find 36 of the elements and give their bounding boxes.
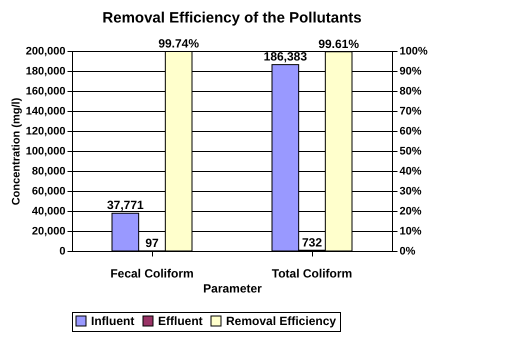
y2-tick-label: 70%	[400, 106, 422, 118]
y-tick-label: 200,000	[26, 46, 66, 58]
data-label: 99.61%	[318, 36, 360, 51]
y2-tick-label: 60%	[400, 126, 422, 138]
y2-tick-label: 20%	[400, 206, 422, 218]
y-tick-label: 80,000	[32, 166, 66, 178]
y2-tick-label: 100%	[400, 46, 428, 58]
y2-tick-label: 50%	[400, 146, 422, 158]
x-axis-title: Parameter	[203, 282, 262, 296]
y2-tick-label: 80%	[400, 86, 422, 98]
y-tick-label: 140,000	[26, 106, 66, 118]
y-tick-label: 60,000	[32, 186, 66, 198]
data-label: 97	[145, 236, 159, 250]
y-tick-label: 180,000	[26, 66, 66, 78]
legend-label: Effluent	[158, 314, 203, 328]
y-tick-label: 160,000	[26, 86, 66, 98]
y-tick-label: 0	[59, 246, 66, 258]
chart-title: Removal Efficiency of the Pollutants	[102, 10, 362, 27]
y2-tick-label: 0%	[400, 246, 416, 258]
data-label: 732	[302, 235, 322, 250]
y2-tick-label: 10%	[400, 226, 422, 238]
y2-tick-label: 90%	[400, 66, 422, 78]
y-tick-label: 20,000	[32, 226, 66, 238]
legend-label: Influent	[91, 314, 134, 328]
data-label: 99.74%	[158, 36, 200, 51]
data-label: 186,383	[264, 50, 308, 64]
data-label: 37,771	[106, 198, 144, 212]
y-tick-label: 120,000	[26, 126, 66, 138]
y-tick-label: 100,000	[26, 146, 66, 158]
x-tick-label: Fecal Coliform	[110, 266, 194, 280]
legend-label: Removal Efficiency	[226, 314, 336, 328]
x-tick-label: Total Coliform	[272, 266, 352, 280]
y-axis-title: Concentration (mg/l)	[10, 97, 23, 206]
y-tick-label: 40,000	[32, 206, 66, 218]
y2-tick-label: 30%	[400, 186, 422, 198]
y2-tick-label: 40%	[400, 166, 422, 178]
